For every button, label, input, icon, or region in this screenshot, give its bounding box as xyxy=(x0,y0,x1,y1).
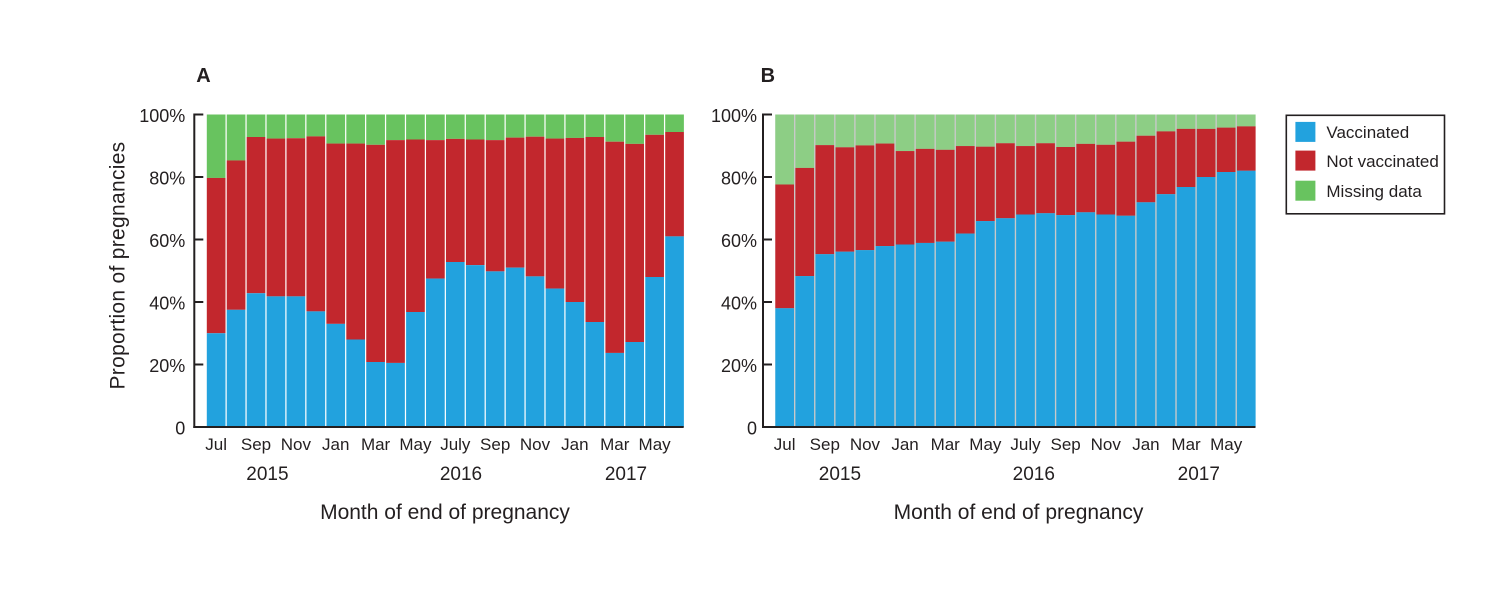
svg-text:60%: 60% xyxy=(721,231,757,251)
svg-text:Month of end of pregnancy: Month of end of pregnancy xyxy=(894,501,1144,524)
svg-text:40%: 40% xyxy=(149,294,185,314)
svg-text:Sep: Sep xyxy=(480,435,510,454)
svg-text:Mar: Mar xyxy=(931,435,961,454)
svg-text:Jul: Jul xyxy=(774,435,796,454)
svg-text:Jan: Jan xyxy=(1132,435,1159,454)
svg-text:May: May xyxy=(399,435,432,454)
svg-text:80%: 80% xyxy=(149,169,185,189)
svg-text:80%: 80% xyxy=(721,169,757,189)
svg-text:Nov: Nov xyxy=(520,435,551,454)
svg-text:Jan: Jan xyxy=(561,435,588,454)
svg-text:May: May xyxy=(1210,435,1243,454)
svg-text:60%: 60% xyxy=(149,231,185,251)
svg-text:2017: 2017 xyxy=(1178,464,1220,485)
svg-text:A: A xyxy=(196,65,210,87)
svg-text:May: May xyxy=(969,435,1002,454)
svg-text:Vaccinated: Vaccinated xyxy=(1326,123,1409,142)
svg-text:Mar: Mar xyxy=(361,435,391,454)
svg-text:0: 0 xyxy=(175,419,185,439)
svg-text:Mar: Mar xyxy=(1171,435,1201,454)
svg-text:July: July xyxy=(440,435,471,454)
svg-text:Sep: Sep xyxy=(810,435,840,454)
svg-text:2015: 2015 xyxy=(246,464,288,485)
svg-text:Sep: Sep xyxy=(1051,435,1081,454)
svg-text:Not vaccinated: Not vaccinated xyxy=(1326,152,1438,171)
svg-text:Missing data: Missing data xyxy=(1326,182,1422,201)
svg-text:2016: 2016 xyxy=(440,464,482,485)
svg-text:Jul: Jul xyxy=(205,435,227,454)
svg-text:Mar: Mar xyxy=(600,435,630,454)
svg-text:July: July xyxy=(1010,435,1041,454)
svg-text:100%: 100% xyxy=(139,106,185,126)
svg-text:20%: 20% xyxy=(149,356,185,376)
svg-text:Jan: Jan xyxy=(322,435,349,454)
svg-text:May: May xyxy=(639,435,672,454)
svg-text:Jan: Jan xyxy=(891,435,918,454)
svg-text:B: B xyxy=(761,65,775,87)
svg-text:Month of end of pregnancy: Month of end of pregnancy xyxy=(320,501,570,524)
svg-text:2016: 2016 xyxy=(1013,464,1055,485)
svg-text:Sep: Sep xyxy=(241,435,271,454)
svg-text:2017: 2017 xyxy=(605,464,647,485)
svg-text:Nov: Nov xyxy=(1091,435,1122,454)
svg-text:Nov: Nov xyxy=(281,435,312,454)
svg-text:40%: 40% xyxy=(721,294,757,314)
svg-text:Proportion of pregnancies: Proportion of pregnancies xyxy=(107,142,130,390)
svg-text:2015: 2015 xyxy=(819,464,861,485)
svg-text:0: 0 xyxy=(747,419,757,439)
svg-text:20%: 20% xyxy=(721,356,757,376)
svg-text:Nov: Nov xyxy=(850,435,881,454)
svg-text:100%: 100% xyxy=(711,106,757,126)
